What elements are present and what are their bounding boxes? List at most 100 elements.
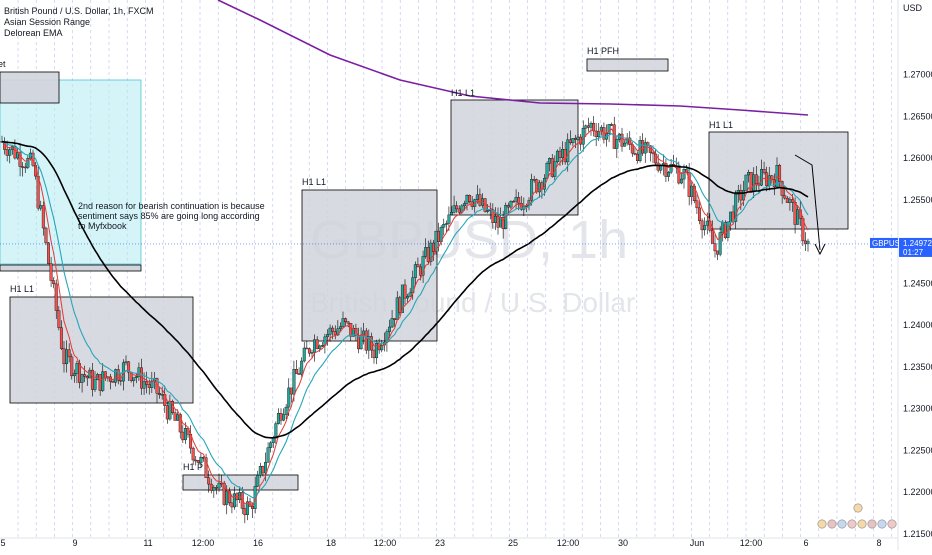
candle-bear — [574, 138, 577, 140]
candle-bear — [41, 205, 45, 229]
candle-bull — [767, 175, 771, 187]
candle-bull — [561, 148, 565, 159]
candle-bear — [558, 150, 562, 159]
candle-bull — [486, 210, 490, 212]
candle-bull — [26, 158, 30, 168]
candle-bull — [183, 428, 187, 441]
candle-bear — [641, 140, 645, 154]
price-tick: 1.21500 — [903, 529, 932, 539]
black-ema-line — [1, 140, 809, 439]
candle-bull — [690, 185, 694, 197]
event-icon[interactable] — [847, 519, 857, 529]
price-tick: 1.26000 — [903, 153, 932, 163]
time-tick: 30 — [618, 538, 628, 548]
candle-bear — [85, 376, 89, 379]
candle-bear — [194, 459, 198, 462]
event-icon[interactable] — [837, 519, 847, 529]
candle-bull — [615, 139, 619, 149]
event-icon[interactable] — [857, 519, 867, 529]
teal-ema-line — [1, 133, 809, 499]
candle-bull — [796, 209, 800, 225]
candle-bull — [269, 442, 273, 448]
candle-bull — [282, 414, 286, 421]
price-tag-box — [899, 237, 932, 257]
candle-bear — [297, 373, 301, 375]
candle-bull — [385, 331, 389, 343]
candle-bull — [667, 172, 670, 177]
candle-bull — [584, 125, 588, 129]
candle-bull — [101, 371, 105, 391]
annotation-note-line1: 2nd reason for bearish continuation is b… — [78, 201, 265, 211]
candle-bear — [13, 145, 17, 159]
candle-bear — [506, 205, 510, 208]
candle-bear — [127, 361, 131, 373]
indicator-asian-session[interactable]: Asian Session Range — [4, 17, 91, 27]
candle-bear — [67, 349, 71, 358]
candle-bull — [729, 211, 732, 223]
symbol-title[interactable]: British Pound / U.S. Dollar, 1h, FXCM — [4, 6, 154, 16]
candle-bear — [181, 431, 185, 441]
candle-bull — [256, 475, 260, 487]
candle-bull — [806, 240, 810, 245]
candle-bull — [548, 158, 552, 164]
candle-bear — [633, 153, 637, 155]
candle-bear — [261, 466, 265, 474]
candle-bear — [315, 339, 319, 349]
candle-bear — [398, 297, 402, 313]
ema-lines — [1, 0, 809, 507]
candle-bear — [468, 195, 472, 203]
price-tick: 1.23500 — [903, 362, 932, 372]
candle-bear — [279, 412, 283, 421]
candle-bear — [44, 227, 48, 244]
price-tick: 1.23000 — [903, 404, 932, 414]
candle-bear — [793, 202, 797, 225]
candle-bear — [778, 165, 782, 182]
candle-bull — [338, 326, 342, 329]
candle-bull — [493, 216, 497, 223]
event-icon[interactable] — [817, 519, 827, 529]
candle-bear — [496, 216, 500, 228]
candle-bear — [116, 369, 120, 381]
candle-bull — [788, 199, 792, 203]
candle-bear — [700, 220, 704, 231]
time-tick: 25 — [508, 538, 518, 548]
candle-bear — [346, 321, 350, 324]
candle-bull — [80, 374, 84, 383]
event-icon[interactable] — [867, 519, 877, 529]
event-icon[interactable] — [827, 519, 837, 529]
candle-bear — [431, 242, 435, 252]
arrow-icon — [814, 243, 826, 256]
candle-bear — [762, 168, 766, 173]
event-icon[interactable] — [877, 519, 887, 529]
candle-bull — [65, 349, 69, 365]
candle-bull — [142, 381, 146, 389]
candle-bear — [803, 240, 807, 245]
candle-bull — [421, 256, 425, 276]
candle-bear — [610, 124, 614, 126]
candle-bull — [292, 369, 296, 395]
candle-bear — [307, 348, 311, 354]
candle-bear — [783, 195, 787, 199]
candle-bear — [23, 166, 27, 169]
candle-bull — [679, 178, 683, 184]
candle-bull — [300, 360, 304, 375]
candle-bear — [214, 487, 218, 489]
indicator-delorean-ema[interactable]: Delorean EMA — [4, 28, 63, 38]
candle-bull — [271, 437, 275, 444]
annotation-note-line3: to Myfxbook — [78, 221, 127, 231]
event-icon[interactable] — [853, 503, 863, 513]
candle-bear — [59, 327, 63, 349]
candle-bear — [698, 207, 701, 221]
event-icon[interactable] — [887, 519, 897, 529]
candle-bull — [447, 214, 451, 224]
zone-label-cut: et — [0, 59, 6, 69]
price-tag-value: 1.24972 — [903, 239, 932, 248]
candle-bear — [785, 197, 789, 203]
candle-bear — [457, 208, 461, 213]
price-tick: 1.25500 — [903, 195, 932, 205]
candle-bull — [400, 284, 404, 313]
candle-bear — [5, 149, 9, 156]
candle-bear — [209, 483, 213, 491]
